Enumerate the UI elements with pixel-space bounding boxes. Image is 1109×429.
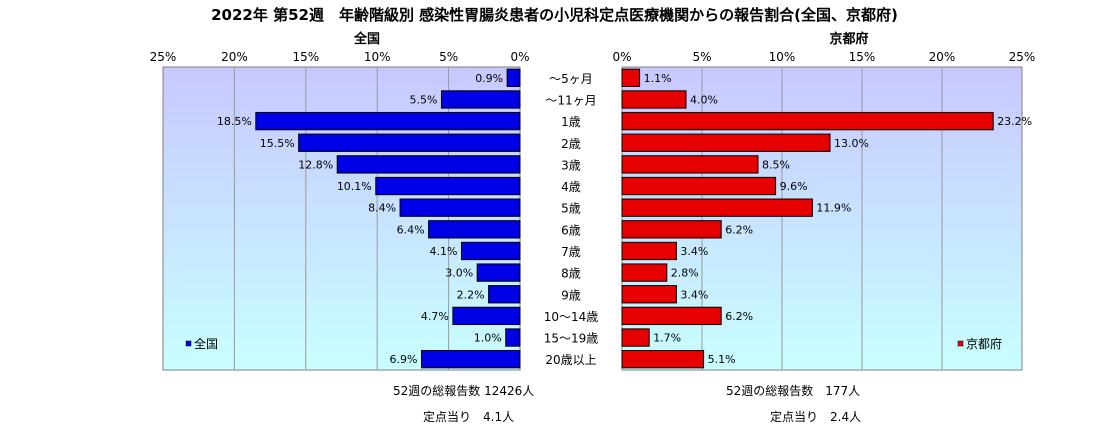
national-data-label: 6.9% <box>390 353 418 366</box>
kyoto-tick-label: 25% <box>1009 50 1036 64</box>
national-tick-label: 10% <box>364 50 391 64</box>
national-bar <box>420 350 521 369</box>
national-bar <box>298 133 521 152</box>
category-label: 3歳 <box>561 158 581 172</box>
national-panel-title: 全国 <box>353 31 380 47</box>
national-bar <box>488 285 521 304</box>
national-data-label: 18.5% <box>217 115 252 128</box>
page-title: 2022年 第52週 年齢階級別 感染性胃腸炎患者の小児科定点医療機関からの報告… <box>211 6 898 24</box>
national-data-label: 4.1% <box>429 245 457 258</box>
kyoto-tick-label: 0% <box>612 50 631 64</box>
kyoto-panel-title: 京都府 <box>829 31 868 47</box>
kyoto-data-label: 6.2% <box>725 223 753 236</box>
category-label: 1歳 <box>561 115 581 129</box>
category-label: 4歳 <box>561 180 581 194</box>
kyoto-total-note: 52週の総報告数 177人 <box>726 384 861 398</box>
kyoto-data-label: 5.1% <box>708 353 736 366</box>
kyoto-tick-label: 15% <box>849 50 876 64</box>
national-data-label: 3.0% <box>445 267 473 280</box>
category-label: 15～19歳 <box>544 332 599 346</box>
national-per-point-note: 定点当り 4.1人 <box>423 410 515 424</box>
kyoto-data-label: 3.4% <box>680 245 708 258</box>
national-bar <box>336 155 521 174</box>
category-label: 10～14歳 <box>544 310 599 324</box>
kyoto-bar <box>621 285 677 304</box>
kyoto-data-label: 23.2% <box>997 115 1032 128</box>
national-data-label: 1.0% <box>474 332 502 345</box>
kyoto-bar <box>621 198 813 217</box>
national-bar <box>375 176 521 196</box>
national-data-label: 0.9% <box>475 72 503 85</box>
category-label: 20歳以上 <box>545 353 596 367</box>
kyoto-data-label: 2.8% <box>671 267 699 280</box>
category-label: 9歳 <box>561 288 581 302</box>
kyoto-bar <box>621 176 777 196</box>
kyoto-bar <box>621 220 722 239</box>
kyoto-per-point-note: 定点当り 2.4人 <box>770 410 862 424</box>
kyoto-data-label: 6.2% <box>725 310 753 323</box>
national-data-label: 5.5% <box>410 93 438 106</box>
national-tick-label: 15% <box>292 50 319 64</box>
kyoto-data-label: 9.6% <box>780 180 808 193</box>
kyoto-data-label: 3.4% <box>680 288 708 301</box>
kyoto-bar <box>621 133 831 152</box>
kyoto-bar <box>621 350 705 369</box>
kyoto-bar <box>621 90 687 109</box>
kyoto-tick-label: 5% <box>692 50 711 64</box>
national-data-label: 15.5% <box>260 137 295 150</box>
category-label: 7歳 <box>561 245 581 259</box>
kyoto-legend-swatch <box>957 340 964 347</box>
kyoto-bar <box>621 263 668 282</box>
category-label: 5歳 <box>561 202 581 216</box>
national-total-note: 52週の総報告数 12426人 <box>393 384 535 398</box>
national-data-label: 6.4% <box>397 223 425 236</box>
national-data-label: 10.1% <box>337 180 372 193</box>
national-bar <box>255 111 521 131</box>
kyoto-tick-label: 20% <box>929 50 956 64</box>
national-data-label: 8.4% <box>368 202 396 215</box>
kyoto-bar <box>621 155 759 174</box>
national-bar <box>476 263 521 282</box>
national-legend-label: 全国 <box>194 336 218 351</box>
national-tick-label: 20% <box>221 50 248 64</box>
national-bar <box>505 328 521 347</box>
kyoto-data-label: 4.0% <box>690 93 718 106</box>
kyoto-bar <box>621 328 650 347</box>
kyoto-bar <box>621 111 994 131</box>
kyoto-tick-label: 10% <box>769 50 796 64</box>
national-data-label: 12.8% <box>298 158 333 171</box>
category-label: 2歳 <box>561 137 581 151</box>
kyoto-data-label: 13.0% <box>834 137 869 150</box>
national-data-label: 2.2% <box>457 288 485 301</box>
national-bar <box>428 220 521 239</box>
national-tick-label: 5% <box>439 50 458 64</box>
national-bar <box>506 68 521 87</box>
kyoto-data-label: 1.7% <box>653 332 681 345</box>
category-label: ～11ヶ月 <box>545 93 596 107</box>
national-bar <box>452 306 521 326</box>
kyoto-legend-label: 京都府 <box>966 336 1002 351</box>
kyoto-bar <box>621 68 641 87</box>
category-label: 8歳 <box>561 267 581 281</box>
national-bar <box>460 241 521 261</box>
category-label: ～5ヶ月 <box>549 72 593 86</box>
category-label: 6歳 <box>561 223 581 237</box>
national-data-label: 4.7% <box>421 310 449 323</box>
kyoto-bar <box>621 241 677 261</box>
national-tick-label: 0% <box>510 50 529 64</box>
national-tick-label: 25% <box>150 50 177 64</box>
kyoto-bar <box>621 306 722 326</box>
national-bar <box>440 90 521 109</box>
kyoto-data-label: 8.5% <box>762 158 790 171</box>
national-legend-swatch <box>185 340 192 347</box>
national-bar <box>399 198 521 217</box>
kyoto-data-label: 11.9% <box>816 202 851 215</box>
kyoto-data-label: 1.1% <box>644 72 672 85</box>
